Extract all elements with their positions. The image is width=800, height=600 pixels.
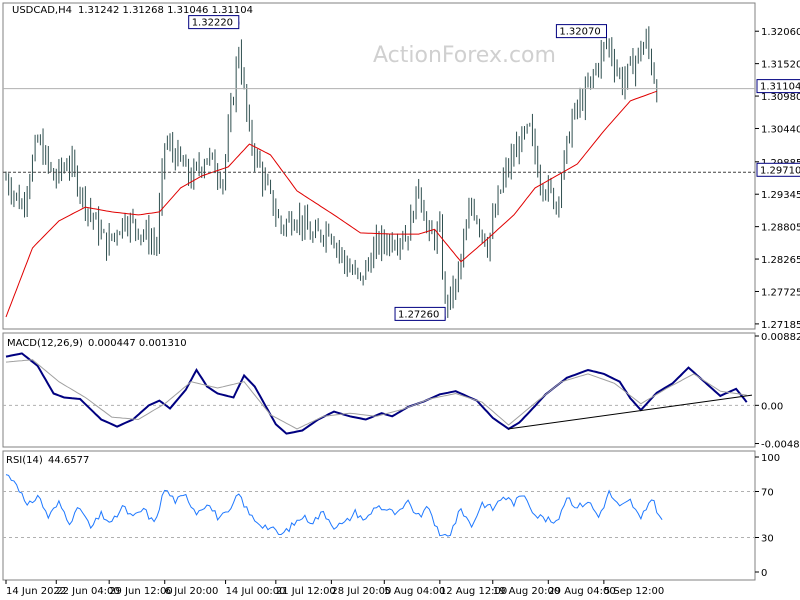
macd-trendline <box>508 394 753 430</box>
rsi-axis-tick-label: 70 <box>761 488 774 499</box>
x-tick-label: 29 Aug 04:00 <box>548 586 615 597</box>
rsi-axis-tick-label: 100 <box>761 453 780 464</box>
macd-panel: 0.00882 0.00 -0.004858 <box>2 332 800 451</box>
x-tick-label: 5 Aug 04:00 <box>384 586 445 597</box>
rsi-axis-tick-label: 0 <box>761 568 767 579</box>
rsi-header-value: 44.6577 <box>48 455 89 466</box>
price-axis-tick-label: 1.28805 <box>761 223 800 234</box>
price-axis-tick-label: 1.27185 <box>761 320 800 331</box>
x-tick-label: 22 Jun 04:00 <box>56 586 120 597</box>
macd-macd-line <box>5 352 748 435</box>
price-axis-tick-label: 1.28265 <box>761 255 800 266</box>
current-price-label-box <box>756 79 800 94</box>
moving-average-line <box>5 90 657 318</box>
x-tick-label: 21 Jul 12:00 <box>276 586 336 597</box>
x-tick-label: 19 Aug 20:00 <box>493 586 560 597</box>
price-axis-tick-label: 1.30980 <box>761 92 800 103</box>
macd-axis-tick-label: -0.004858 <box>761 440 800 451</box>
callout-label-box <box>394 306 446 321</box>
macd-header-values: 0.000447 0.001310 <box>88 338 187 349</box>
x-tick-label: 14 Jul 00:00 <box>226 586 286 597</box>
x-tick-label: 28 Jul 20:00 <box>331 586 391 597</box>
price-axis-tick-label: 1.29345 <box>761 190 800 201</box>
rsi-panel: 100 70 30 0 <box>2 450 780 581</box>
macd-frame <box>2 332 756 448</box>
price-axis-tick-label: 1.32060 <box>761 27 800 38</box>
macd-signal-line <box>5 359 747 430</box>
x-tick-label: 14 Jun 2022 <box>6 586 66 597</box>
rsi-axis-tick-label: 30 <box>761 534 774 545</box>
callout-label-box <box>188 15 240 30</box>
price-frame <box>2 2 756 330</box>
macd-header-name: MACD(12,26,9) <box>7 338 83 349</box>
macd-axis-tick-label: 0.00 <box>761 401 783 412</box>
callout-label-box <box>555 24 608 39</box>
price-panel: 1.320601.315201.309801.304401.298851.293… <box>2 2 800 331</box>
rsi-frame <box>2 450 756 581</box>
x-tick-label: 5 Sep 12:00 <box>604 586 664 597</box>
price-header-symbol: USDCAD,H4 <box>12 5 72 16</box>
x-tick-label: 29 Jun 12:00 <box>109 586 173 597</box>
callout-label: 1.32070 <box>559 27 600 38</box>
x-tick-label: 12 Aug 12:00 <box>440 586 507 597</box>
callout-label: 1.32220 <box>192 18 233 29</box>
price-axis-tick-label: 1.31520 <box>761 60 800 71</box>
rsi-header-name: RSI(14) <box>6 455 43 466</box>
x-tick-label: 6 Jul 20:00 <box>165 586 219 597</box>
callout-label: 1.27260 <box>398 309 439 320</box>
watermark: ActionForex.com <box>373 43 556 68</box>
macd-axis-tick-label: 0.00882 <box>761 332 800 343</box>
level-line-label: 1.29710 <box>760 165 800 176</box>
price-axis-tick-label: 1.27725 <box>761 287 800 298</box>
price-header-ohlc: 1.31242 1.31268 1.31046 1.31104 <box>78 5 253 16</box>
rsi-line <box>5 474 663 537</box>
level-line-label-box <box>756 162 800 177</box>
price-axis-tick-label: 1.30440 <box>761 124 800 135</box>
current-price-label: 1.31104 <box>760 82 800 93</box>
